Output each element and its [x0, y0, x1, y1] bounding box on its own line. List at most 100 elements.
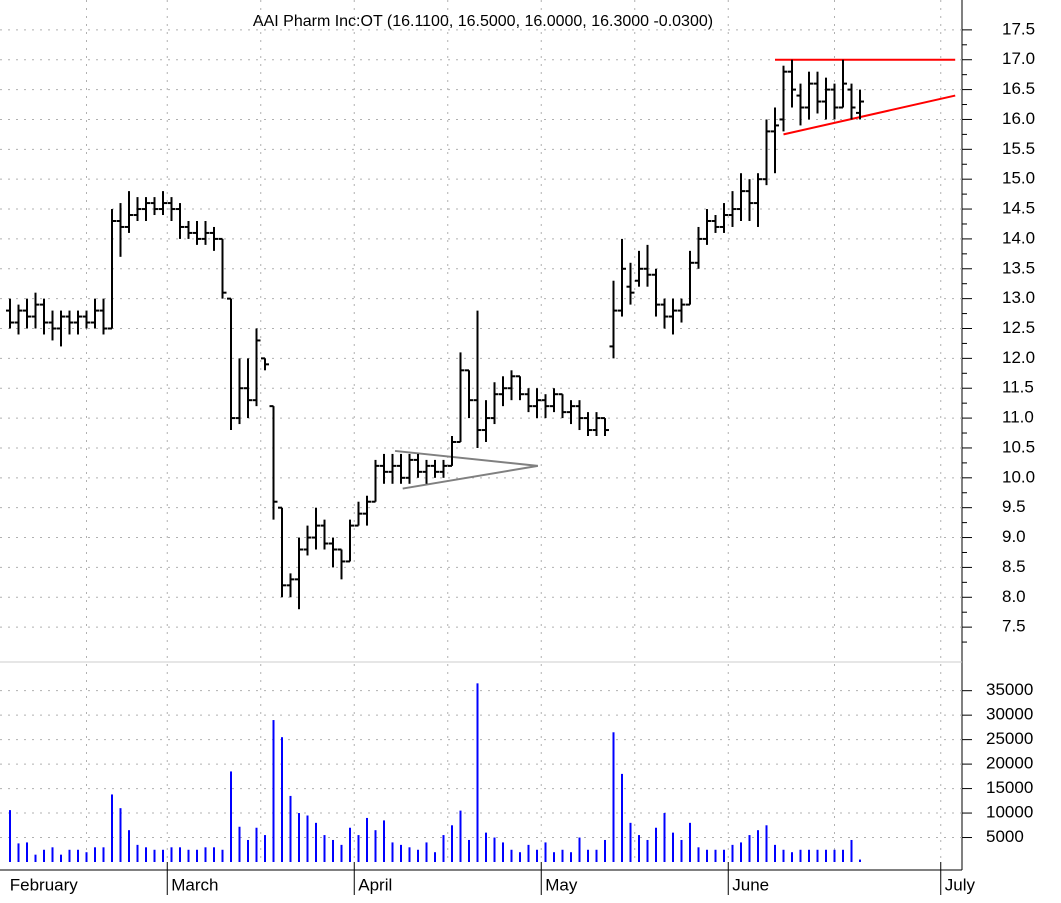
- volume-bar: [799, 849, 802, 862]
- volume-bar: [145, 847, 147, 862]
- volume-bar: [672, 832, 674, 862]
- x-tick-label: July: [945, 875, 976, 894]
- volume-bar: [502, 842, 504, 862]
- volume-bar: [587, 849, 589, 862]
- y-tick-label: 10.5: [1002, 437, 1035, 456]
- volume-bar: [434, 852, 436, 862]
- volume-bar: [493, 837, 496, 862]
- volume-bar: [128, 830, 130, 862]
- volume-bar: [281, 737, 283, 862]
- y-tick-label: 15.0: [1002, 169, 1035, 188]
- volume-bar: [561, 849, 564, 862]
- volume-bar: [162, 849, 164, 862]
- volume-bar: [663, 813, 666, 862]
- volume-bar: [289, 795, 292, 862]
- volume-bar: [536, 849, 538, 862]
- volume-bar: [179, 847, 181, 862]
- volume-bar: [570, 852, 572, 862]
- volume-bar: [646, 839, 649, 862]
- y-tick-label: 11.0: [1002, 408, 1034, 427]
- volume-bar: [34, 854, 37, 862]
- volume-bar: [9, 810, 11, 862]
- y-tick-label: 13.0: [1002, 288, 1035, 307]
- volume-bar: [77, 849, 79, 862]
- volume-bar: [612, 732, 615, 862]
- y-tick-label: 8.5: [1002, 557, 1026, 576]
- volume-bar: [748, 835, 751, 862]
- volume-bar: [629, 822, 632, 862]
- volume-bar: [213, 847, 215, 862]
- volume-bar: [655, 827, 657, 862]
- volume-bar: [680, 839, 683, 862]
- volume-bar: [255, 827, 258, 862]
- volume-bar: [859, 859, 861, 862]
- volume-bar: [519, 852, 521, 862]
- volume-bar: [85, 852, 88, 862]
- y-tick-label: 8.0: [1002, 587, 1026, 606]
- volume-bar: [451, 825, 453, 862]
- volume-bar: [102, 847, 105, 862]
- volume-bar: [17, 843, 20, 862]
- y2-tick-label: 15000: [986, 778, 1033, 797]
- volume-bar: [791, 852, 793, 862]
- volume-bar: [272, 720, 275, 862]
- volume-bar: [366, 817, 368, 862]
- volume-bar: [757, 830, 759, 862]
- x-tick-label: May: [545, 875, 578, 894]
- y-tick-label: 12.0: [1002, 348, 1035, 367]
- y-tick-label: 14.0: [1002, 228, 1035, 247]
- volume-bar: [595, 849, 598, 862]
- volume-bar: [723, 849, 725, 862]
- volume-bar: [425, 842, 428, 862]
- y-tick-label: 13.5: [1002, 258, 1035, 277]
- volume-bar: [553, 852, 555, 862]
- volume-bar: [68, 849, 71, 862]
- volume-bar: [51, 847, 54, 862]
- volume-bar: [391, 842, 394, 862]
- volume-bar: [170, 847, 173, 862]
- volume-bar: [808, 849, 810, 862]
- volume-bar: [43, 849, 45, 862]
- y2-tick-label: 30000: [986, 705, 1033, 724]
- volume-bar: [60, 854, 62, 862]
- volume-bar: [111, 794, 113, 862]
- volume-bar: [247, 839, 249, 862]
- volume-bar: [349, 827, 351, 862]
- trendline: [394, 449, 538, 467]
- volume-bar: [204, 847, 207, 862]
- volume-bar: [374, 830, 377, 862]
- volume-bar: [689, 822, 691, 862]
- volume-bar: [221, 849, 224, 862]
- volume-bar: [697, 847, 700, 862]
- trendline: [783, 94, 956, 136]
- volume-bar: [510, 849, 513, 862]
- volume-bar: [825, 849, 827, 862]
- volume-bar: [400, 844, 402, 862]
- volume-bar: [638, 835, 640, 862]
- volume-bar: [833, 849, 836, 862]
- volume-bar: [357, 835, 360, 862]
- volume-bar: [527, 844, 530, 862]
- y2-tick-label: 25000: [986, 729, 1033, 748]
- volume-bar: [230, 771, 232, 862]
- volume-bar: [187, 849, 190, 862]
- volume-bar: [26, 842, 28, 862]
- volume-bar: [544, 842, 547, 862]
- y-tick-label: 17.0: [1002, 49, 1035, 68]
- volume-bar: [136, 844, 139, 862]
- volume-bar: [621, 773, 623, 862]
- volume-bar: [774, 844, 776, 862]
- volume-bar: [417, 849, 419, 862]
- volume-bar: [765, 825, 768, 862]
- volume-bar: [850, 839, 853, 862]
- volume-bar: [332, 839, 334, 862]
- y2-tick-label: 20000: [986, 754, 1033, 773]
- volume-bar: [323, 835, 326, 862]
- volume-bar: [196, 849, 198, 862]
- y-tick-label: 9.5: [1002, 497, 1026, 516]
- y-tick-label: 9.0: [1002, 527, 1026, 546]
- volume-bar: [383, 820, 385, 862]
- volume-bar: [714, 849, 717, 862]
